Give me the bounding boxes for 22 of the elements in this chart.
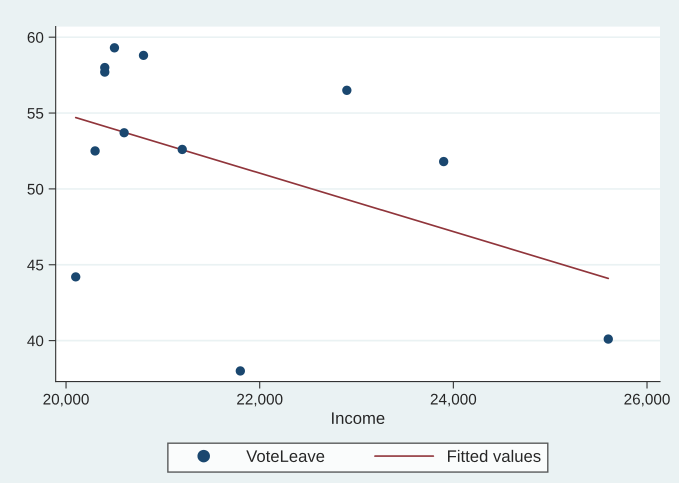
point	[119, 128, 129, 138]
x-tick-label: 24,000	[430, 394, 476, 406]
y-tick-label: 55	[27, 108, 44, 119]
point	[90, 146, 100, 156]
point	[138, 50, 148, 60]
point	[439, 156, 448, 166]
point	[71, 272, 80, 282]
point	[178, 144, 187, 154]
point	[604, 334, 613, 344]
x-tick-label: 22,000	[237, 394, 282, 406]
y-tick-label: 40	[27, 335, 44, 346]
point	[342, 86, 352, 95]
legend-label: Fitted values	[448, 450, 541, 462]
x-tick-label: 20,000	[43, 394, 89, 406]
x-tick-label: 26,000	[624, 394, 670, 406]
x-axis-title: Income	[332, 412, 384, 424]
y-tick-label: 45	[27, 260, 44, 270]
y-tick-label: 50	[27, 184, 44, 195]
point	[110, 43, 120, 52]
point	[236, 366, 245, 376]
legend-label: VoteLeave	[246, 450, 324, 462]
y-tick-label: 60	[28, 32, 44, 43]
